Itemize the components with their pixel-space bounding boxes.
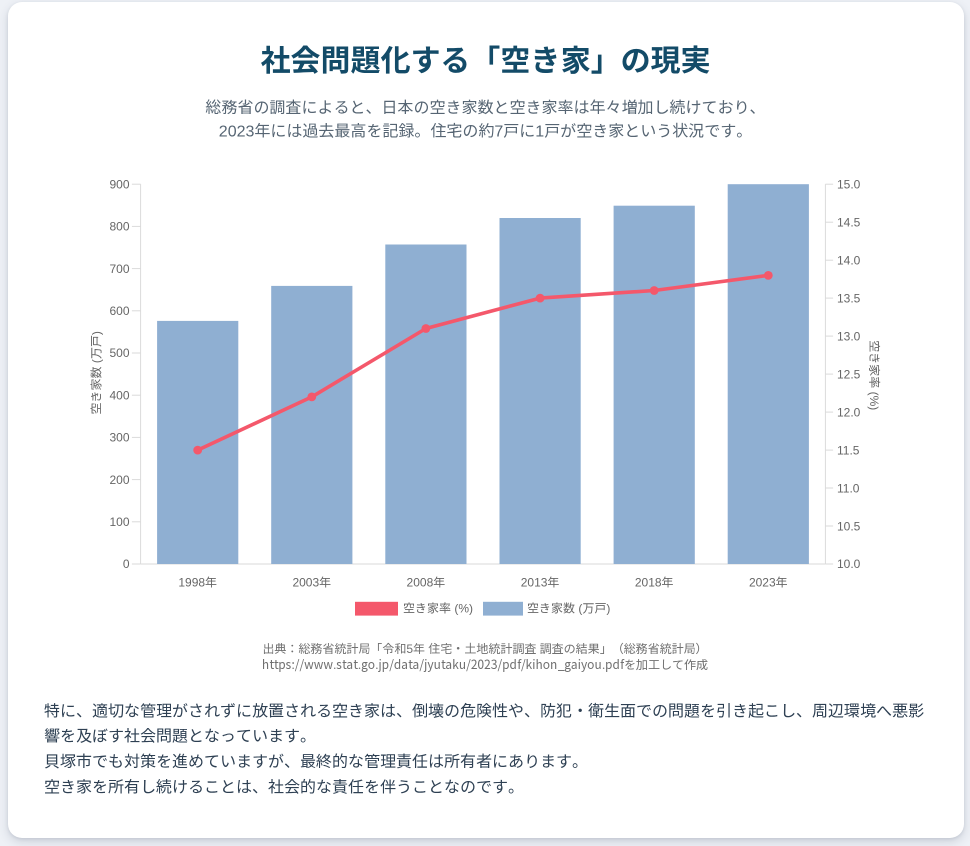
svg-text:600: 600 [109, 302, 129, 319]
svg-text:12.5: 12.5 [837, 365, 861, 382]
svg-text:2018年: 2018年 [635, 573, 675, 590]
svg-text:13.0: 13.0 [837, 327, 861, 344]
svg-text:11.0: 11.0 [837, 479, 860, 496]
svg-text:0: 0 [123, 555, 130, 572]
svg-text:2003年: 2003年 [292, 573, 332, 590]
svg-text:貝塚市でも対策を進めていますが、最終的な管理責任は所有者にあ: 貝塚市でも対策を進めていますが、最終的な管理責任は所有者にあります。 [44, 748, 588, 772]
svg-text:10.0: 10.0 [837, 555, 861, 572]
svg-text:300: 300 [109, 429, 129, 446]
svg-text:空き家率 (%): 空き家率 (%) [866, 340, 883, 410]
svg-text:社会問題化する「空き家」の現実: 社会問題化する「空き家」の現実 [261, 36, 711, 80]
svg-text:14.5: 14.5 [837, 213, 861, 230]
svg-text:1998年: 1998年 [178, 573, 218, 590]
svg-text:2023年: 2023年 [749, 573, 789, 590]
svg-text:700: 700 [109, 260, 129, 277]
svg-text:空き家数 (万戸): 空き家数 (万戸) [527, 600, 610, 617]
svg-text:100: 100 [109, 513, 129, 530]
svg-text:11.5: 11.5 [837, 441, 860, 458]
svg-text:500: 500 [109, 344, 129, 361]
svg-text:特に、適切な管理がされずに放置される空き家は、倒壊の危険性や: 特に、適切な管理がされずに放置される空き家は、倒壊の危険性や、防犯・衛生面での問… [44, 697, 924, 721]
svg-text:15.0: 15.0 [837, 175, 861, 192]
svg-text:13.5: 13.5 [837, 289, 861, 306]
svg-text:14.0: 14.0 [837, 251, 861, 268]
svg-text:10.5: 10.5 [837, 517, 861, 534]
svg-text:2013年: 2013年 [521, 573, 561, 590]
svg-text:400: 400 [109, 387, 129, 404]
svg-text:出典：総務省統計局「令和5年 住宅・土地統計調査 調査の結果: 出典：総務省統計局「令和5年 住宅・土地統計調査 調査の結果」（総務省統計局） [262, 640, 707, 657]
svg-text:空き家を所有し続けることは、社会的な責任を伴うことなのです。: 空き家を所有し続けることは、社会的な責任を伴うことなのです。 [44, 774, 524, 798]
svg-text:空き家率 (%): 空き家率 (%) [403, 600, 473, 617]
svg-text:800: 800 [109, 218, 129, 235]
svg-text:900: 900 [109, 175, 129, 192]
svg-text:総務省の調査によると、日本の空き家数と空き家率は年々増加し続: 総務省の調査によると、日本の空き家数と空き家率は年々増加し続けており、 [205, 94, 765, 118]
svg-text:空き家数 (万戸): 空き家数 (万戸) [88, 331, 105, 414]
svg-text:https://www.stat.go.jp/data/jy: https://www.stat.go.jp/data/jyutaku/2023… [262, 656, 708, 673]
svg-text:200: 200 [109, 471, 129, 488]
svg-text:12.0: 12.0 [837, 403, 861, 420]
svg-text:響を及ぼす社会問題となっています。: 響を及ぼす社会問題となっています。 [44, 723, 316, 747]
svg-text:2023年には過去最高を記録。住宅の約7戸に1戸が空き家とい: 2023年には過去最高を記録。住宅の約7戸に1戸が空き家という状況です。 [219, 118, 752, 142]
svg-text:2008年: 2008年 [407, 573, 447, 590]
